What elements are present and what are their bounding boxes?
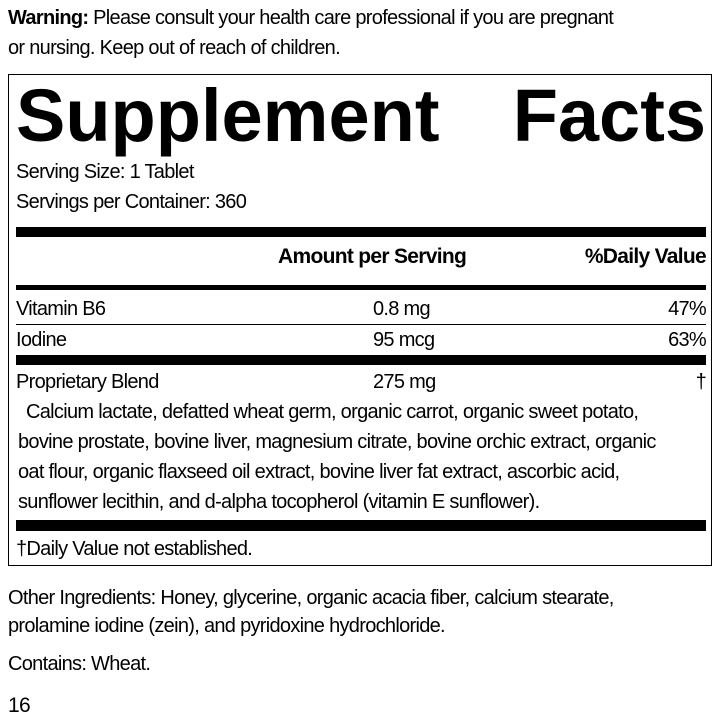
header-daily-value: %Daily Value [584,245,707,268]
nutrient-amount: 95 mcg [373,329,435,351]
warning-text: Please consult your health care professi… [93,7,614,29]
nutrient-name: Iodine [16,329,67,351]
serving-size: Serving Size: 1 Tablet [16,161,194,183]
thick-divider [16,227,706,237]
footnote: †Daily Value not established. [16,538,253,560]
nutrient-amount: 0.8 mg [373,298,431,320]
title-word: Facts [512,74,706,157]
servings-per-container: Servings per Container: 360 [16,191,247,213]
other-ingredients-line: prolamine iodine (zein), and pyridoxine … [8,615,446,637]
title-word: Supplement [16,74,440,157]
nutrient-amount: 275 mg [373,371,436,393]
warning-line-1: Warning: Please consult your health care… [8,6,614,30]
page-number: 16 [8,694,31,717]
blend-ingredients-line: sunflower lecithin, and d-alpha tocopher… [18,491,540,513]
supplement-facts-panel [8,74,712,566]
nutrient-name: Proprietary Blend [16,371,159,393]
other-ingredients-line: Other Ingredients: Honey, glycerine, org… [8,587,614,609]
nutrient-dv: 47% [668,298,707,320]
blend-ingredients-line: oat flour, organic flaxseed oil extract,… [18,461,620,483]
allergen-statement: Contains: Wheat. [8,653,151,675]
nutrient-name: Vitamin B6 [16,298,106,320]
blend-ingredients-line: Calcium lactate, defatted wheat germ, or… [26,401,639,423]
warning-label: Warning: [8,7,89,29]
blend-ingredients-line: bovine prostate, bovine liver, magnesium… [18,431,656,453]
header-amount: Amount per Serving [278,245,467,268]
thin-divider [16,324,706,325]
panel-title: Supplement Facts [16,76,706,156]
nutrient-dv: † [695,371,707,393]
thick-divider [16,355,706,365]
warning-line-2: or nursing. Keep out of reach of childre… [8,37,341,59]
nutrient-dv: 63% [668,329,707,351]
thick-divider [16,520,706,531]
medium-divider [16,285,706,290]
